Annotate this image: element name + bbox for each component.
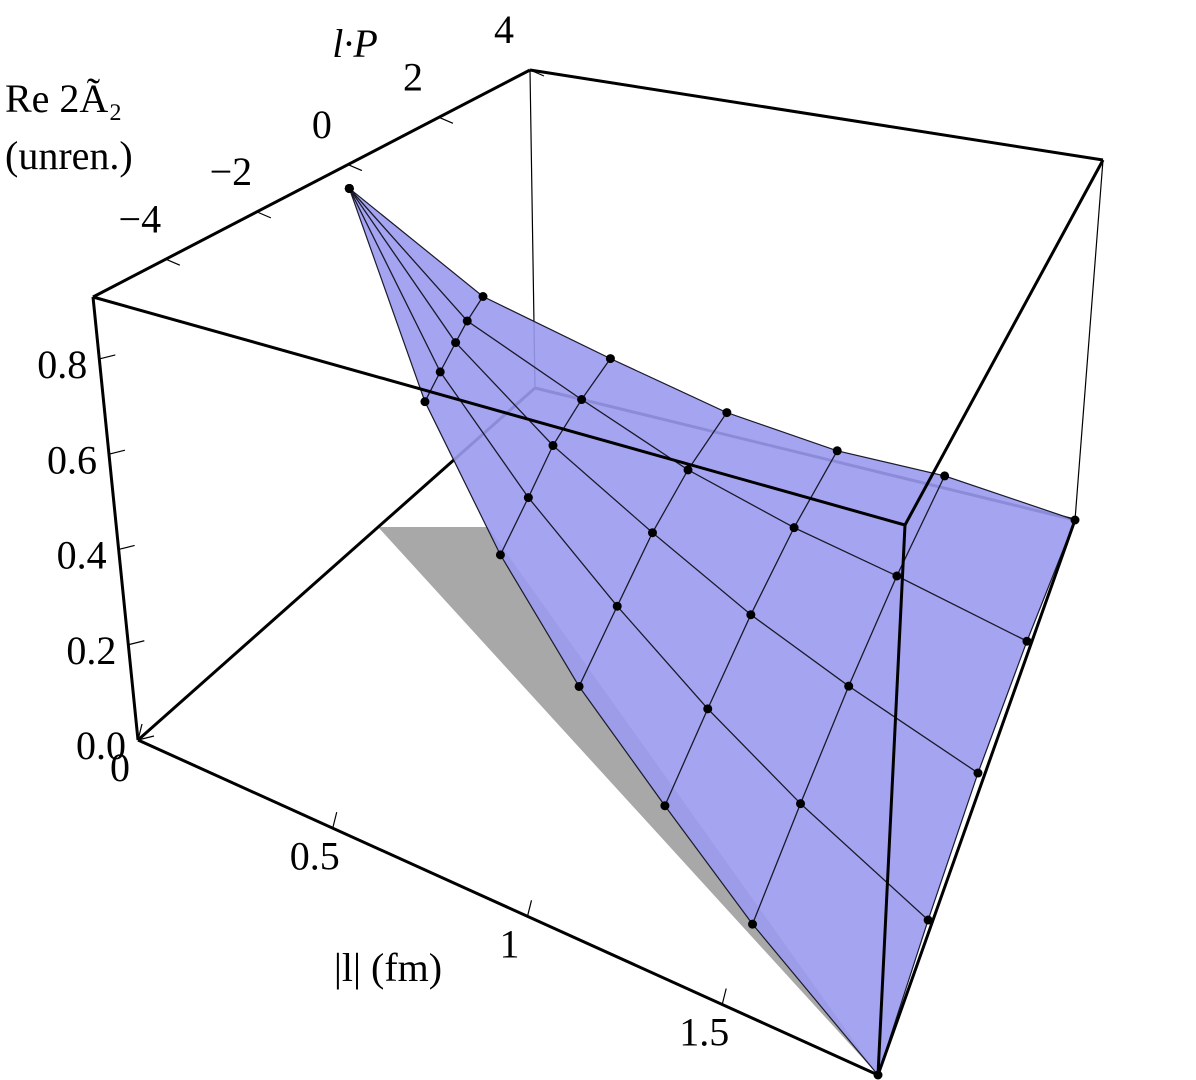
data-point: [832, 446, 842, 456]
y-tick-label: 2: [403, 54, 423, 99]
data-point: [789, 523, 799, 533]
data-point: [660, 801, 670, 811]
z-tick: [128, 640, 145, 646]
x-tick: [526, 900, 533, 917]
data-point: [495, 550, 505, 560]
z-tick: [108, 449, 126, 455]
data-point: [746, 610, 756, 620]
data-point: [462, 316, 472, 326]
box-edge: [137, 738, 879, 1077]
x-tick-label: 1.5: [679, 1010, 729, 1055]
x-tick-label: 0: [110, 745, 130, 790]
y-tick: [438, 116, 454, 124]
z-tick: [99, 354, 116, 360]
data-point: [1022, 636, 1032, 646]
z-tick: [118, 544, 135, 551]
data-point: [703, 704, 713, 714]
y-tick: [256, 211, 272, 219]
data-point: [605, 354, 615, 364]
data-point: [647, 528, 657, 538]
y-axis-title: l·P: [332, 21, 378, 66]
z-tick-label: 0.0: [76, 723, 126, 768]
y-tick-label: 4: [494, 7, 514, 52]
z-axis-title: Re 2Ã₂: [5, 76, 122, 121]
x-axis-title: |l| (fm): [334, 945, 442, 990]
data-point: [722, 408, 732, 418]
z-tick-label: 0.6: [47, 437, 97, 482]
z-tick: [137, 735, 155, 741]
data-point: [940, 471, 950, 481]
data-point: [574, 681, 584, 691]
z-tick-label: 0.4: [57, 533, 107, 578]
y-tick-label: 0: [312, 102, 332, 147]
data-point: [435, 367, 445, 377]
z-tick-label: 0.2: [66, 628, 116, 673]
box-edge: [876, 524, 907, 1076]
data-point: [923, 915, 933, 925]
data-point: [478, 292, 488, 302]
data-point: [548, 441, 558, 451]
x-tick: [137, 723, 143, 741]
data-point: [683, 465, 693, 475]
data-point: [612, 601, 622, 611]
box-edge: [92, 295, 906, 527]
y-tick-label: −2: [210, 149, 253, 194]
x-tick: [332, 812, 338, 829]
box-edge: [529, 68, 1104, 162]
floor-shadow: [378, 527, 878, 1075]
data-point: [344, 183, 354, 193]
data-point: [844, 681, 854, 691]
y-tick-label: −4: [119, 196, 162, 241]
box-edge: [903, 159, 1105, 526]
box-edge: [876, 519, 1077, 1076]
data-point: [451, 338, 461, 348]
data-point: [523, 493, 533, 503]
box-edge: [1074, 159, 1104, 521]
y-tick: [529, 69, 545, 77]
data-point: [892, 571, 902, 581]
y-tick: [165, 258, 181, 266]
z-axis-title: (unren.): [5, 133, 133, 178]
y-tick: [347, 164, 363, 172]
data-point: [748, 919, 758, 929]
x-tick-label: 1: [499, 921, 519, 966]
data-point: [577, 395, 587, 405]
x-tick-label: 0.5: [290, 833, 340, 878]
data-point: [420, 397, 430, 407]
z-tick-label: 0.8: [37, 342, 87, 387]
data-point: [973, 768, 983, 778]
x-tick: [721, 988, 727, 1005]
data-point: [796, 799, 806, 809]
box-edge: [91, 296, 140, 741]
